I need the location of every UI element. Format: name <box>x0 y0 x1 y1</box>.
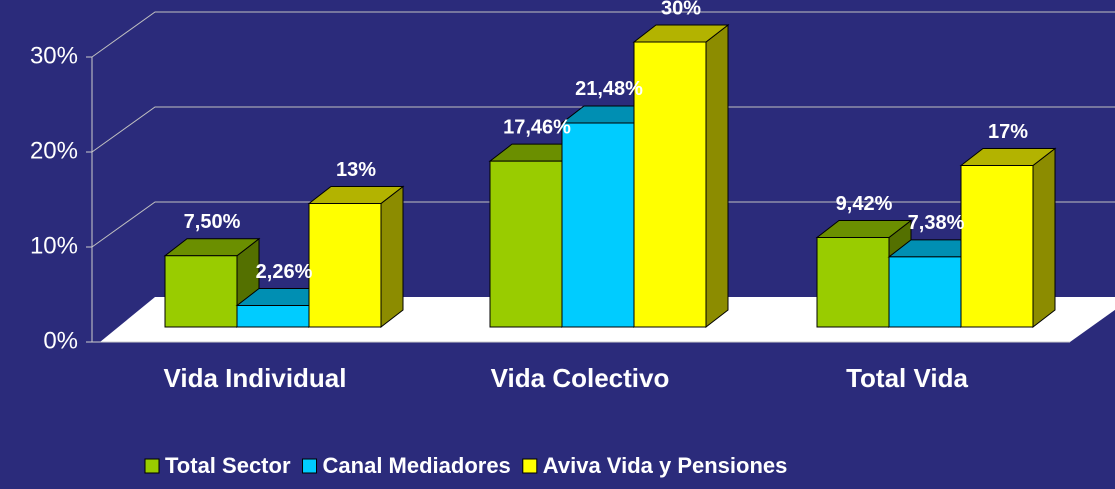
data-label: 30% <box>661 0 701 19</box>
data-label: 17% <box>988 121 1028 143</box>
data-label: 7,50% <box>184 211 241 233</box>
x-tick-label: Vida Colectivo <box>491 363 670 393</box>
bar-face <box>816 237 890 328</box>
legend-label: Aviva Vida y Pensiones <box>543 453 788 478</box>
y-tick-label: 0% <box>43 327 78 354</box>
legend-swatch <box>144 458 160 474</box>
bar-face <box>489 160 563 328</box>
bar-face <box>561 122 635 328</box>
data-label: 21,48% <box>575 78 643 100</box>
data-label: 17,46% <box>503 116 571 138</box>
data-label: 9,42% <box>836 193 893 215</box>
bar <box>307 185 405 329</box>
grid-line <box>91 201 1115 248</box>
grid-line <box>91 106 1115 153</box>
grid-line <box>91 11 1115 58</box>
y-tick-label: 20% <box>30 137 78 164</box>
bar-face <box>960 165 1034 328</box>
bar-face <box>236 305 310 328</box>
bar <box>959 147 1057 329</box>
legend-label: Total Sector <box>165 453 291 478</box>
bar-face <box>308 203 382 328</box>
bar-face <box>1032 147 1056 329</box>
bar-face <box>380 185 404 329</box>
bar-face <box>705 23 729 329</box>
legend-label: Canal Mediadores <box>323 453 511 478</box>
bar <box>632 23 730 329</box>
y-tick-label: 10% <box>30 232 78 259</box>
y-tick-label: 30% <box>30 42 78 69</box>
bar-face <box>164 255 238 328</box>
data-label: 7,38% <box>908 212 965 234</box>
bar-face <box>888 256 962 328</box>
legend-swatch <box>302 458 318 474</box>
x-tick-label: Vida Individual <box>163 363 346 393</box>
bar-face <box>633 41 707 328</box>
data-label: 2,26% <box>256 261 313 283</box>
legend-swatch <box>522 458 538 474</box>
x-tick-label: Total Vida <box>846 363 968 393</box>
data-label: 13% <box>336 159 376 181</box>
